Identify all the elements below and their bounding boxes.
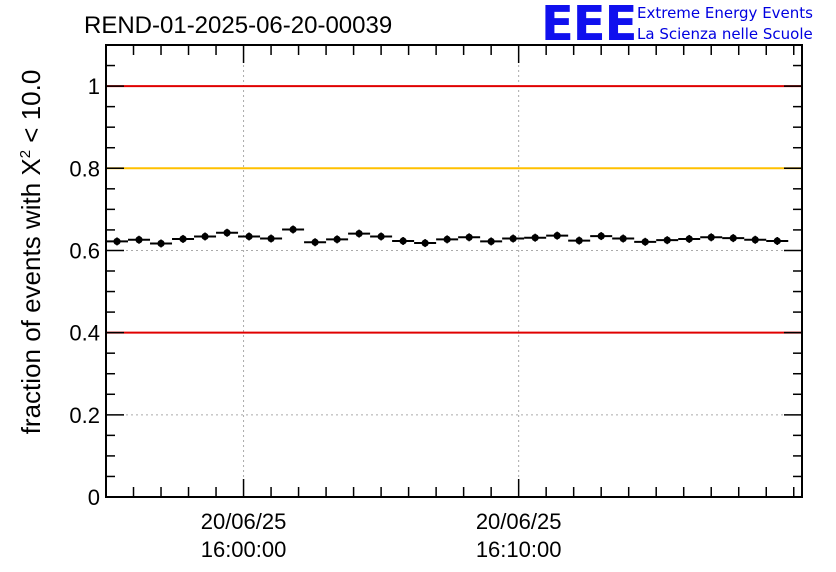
- data-point: [487, 237, 495, 246]
- data-point: [729, 234, 737, 242]
- data-point: [157, 239, 165, 248]
- data-point: [619, 234, 627, 243]
- data-point: [135, 236, 143, 244]
- data-point: [223, 229, 231, 237]
- data-point: [641, 238, 649, 246]
- y-tick-label: 0.4: [69, 321, 100, 346]
- data-point: [355, 230, 363, 238]
- data-point: [377, 232, 385, 241]
- data-point: [267, 234, 275, 243]
- data-point: [773, 237, 781, 245]
- plot-frame: [105, 44, 803, 498]
- eee-logo: EEE Extreme Energy Events La Scienza nel…: [541, 0, 813, 52]
- data-point: [751, 236, 759, 244]
- data-point: [707, 233, 715, 241]
- y-axis-label-main: fraction of events with X: [16, 158, 46, 434]
- data-point: [179, 235, 187, 243]
- y-tick-label: 0: [88, 485, 100, 510]
- grid-lines: [106, 45, 802, 498]
- y-axis-label-superscript: 2: [17, 150, 34, 158]
- x-tick-label-time: 16:10:00: [476, 537, 562, 562]
- data-point: [399, 237, 407, 245]
- data-point: [553, 232, 561, 240]
- data-point: [685, 235, 693, 243]
- data-point: [531, 234, 539, 242]
- logo-line-1: Extreme Energy Events: [637, 4, 813, 22]
- reference-lines: [106, 85, 802, 334]
- data-point: [333, 235, 341, 243]
- y-tick-label: 0.6: [69, 238, 100, 263]
- y-tick-label: 0.2: [69, 403, 100, 428]
- data-points: [106, 225, 789, 248]
- data-point: [421, 239, 429, 247]
- logo-line-2: La Scienza nelle Scuole: [637, 25, 813, 43]
- eee-logo-mark: EEE: [541, 0, 636, 52]
- data-point: [597, 232, 605, 240]
- data-point: [245, 232, 253, 241]
- data-point: [443, 235, 451, 243]
- y-axis-label: fraction of events with X2 < 10.0: [16, 70, 46, 435]
- y-tick-label: 1: [88, 74, 100, 99]
- data-point: [201, 232, 209, 241]
- y-tick-label: 0.8: [69, 156, 100, 181]
- axis-ticks: 0 0.2 0.4 0.6 0.8 1 20/06/25 16:00:00 20/06/25 16…: [69, 44, 802, 562]
- data-point: [465, 233, 473, 241]
- x-tick-label-time: 16:00:00: [201, 537, 287, 562]
- x-tick-label-date: 20/06/25: [201, 509, 287, 534]
- data-point: [575, 236, 583, 245]
- data-point: [663, 236, 671, 244]
- data-point: [289, 225, 297, 234]
- chart-title: REND-01-2025-06-20-00039: [84, 12, 392, 39]
- x-tick-label-date: 20/06/25: [476, 509, 562, 534]
- data-point: [113, 237, 121, 246]
- data-point: [509, 234, 517, 243]
- y-axis-label-condition: < 10.0: [16, 70, 46, 150]
- data-point: [311, 238, 319, 246]
